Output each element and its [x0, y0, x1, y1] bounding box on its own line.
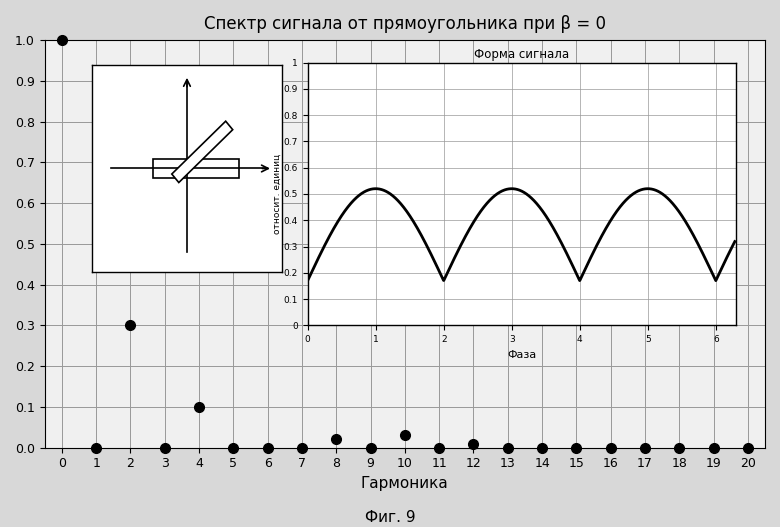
Point: [639, 443, 651, 452]
Point: [536, 443, 548, 452]
Point: [158, 443, 171, 452]
Point: [399, 431, 411, 440]
X-axis label: Гармоника: Гармоника: [361, 476, 448, 491]
Point: [261, 443, 274, 452]
Point: [467, 440, 480, 448]
Point: [55, 36, 68, 44]
Point: [742, 443, 754, 452]
Point: [90, 443, 102, 452]
Text: Фиг. 9: Фиг. 9: [365, 510, 415, 525]
Point: [707, 443, 720, 452]
Point: [296, 443, 308, 452]
Point: [433, 443, 445, 452]
Point: [227, 443, 239, 452]
Point: [604, 443, 617, 452]
Point: [502, 443, 514, 452]
Point: [193, 403, 205, 411]
Point: [330, 435, 342, 444]
Point: [570, 443, 583, 452]
Point: [673, 443, 686, 452]
Point: [124, 321, 136, 329]
Title: Спектр сигнала от прямоугольника при β = 0: Спектр сигнала от прямоугольника при β =…: [204, 15, 606, 33]
Point: [364, 443, 377, 452]
